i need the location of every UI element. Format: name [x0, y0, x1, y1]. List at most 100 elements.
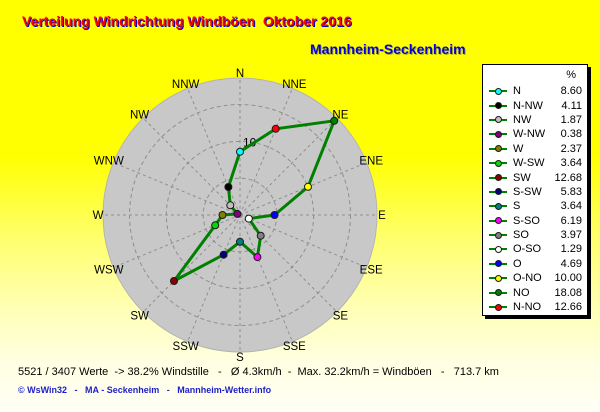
legend-label: SW [513, 171, 531, 184]
legend-label: S-SO [513, 214, 540, 227]
axis-label-N: N [236, 68, 244, 80]
legend-dot-icon [494, 231, 502, 239]
legend-dot-icon [494, 274, 502, 282]
legend-dot-icon [494, 174, 502, 182]
legend-item: W-SW 3.64 [483, 156, 587, 170]
legend-rows: N 8.60 N-NW 4.11 NW 1.87 W-NW 0.38 W 2.37 W-SW 3.64… [483, 84, 587, 314]
spoke-SW [142, 214, 241, 313]
legend-value: 4.69 [560, 257, 582, 270]
legend-marker-icon [489, 87, 507, 96]
data-point-ENE [304, 182, 312, 191]
data-point-NNE [271, 124, 280, 133]
legend-label: W-SW [513, 157, 545, 170]
legend-dot-icon [494, 202, 502, 210]
legend-marker-icon [489, 159, 507, 168]
legend-item: S-SW 5.83 [483, 185, 587, 199]
legend-marker-icon [489, 274, 507, 283]
legend-marker-icon [489, 216, 507, 225]
axis-label-ESE: ESE [360, 264, 383, 276]
legend-item: W-NW 0.38 [483, 127, 587, 141]
station-name: Mannheim-Seckenheim [310, 41, 466, 57]
legend-marker-icon [489, 288, 507, 297]
axis-label-E: E [378, 210, 386, 222]
legend-label: NO [513, 286, 530, 299]
legend-dot-icon [494, 102, 502, 110]
data-point-SW [170, 277, 178, 285]
spoke-ESE [239, 214, 367, 268]
legend-marker-icon [489, 115, 507, 124]
legend-dot-icon [494, 188, 502, 196]
axis-label-NNE: NNE [282, 79, 307, 91]
legend-label: N-NO [513, 301, 542, 314]
legend-dot-icon [494, 217, 502, 225]
legend-dot-icon [494, 87, 502, 95]
legend-dot-icon [494, 289, 502, 297]
legend-label: W [513, 142, 524, 155]
spoke-NW [142, 117, 241, 216]
legend-label: O-NO [513, 272, 542, 285]
legend-value: 3.64 [560, 157, 582, 170]
data-point-ESE [244, 214, 253, 223]
legend-dot-icon [494, 159, 502, 167]
legend-dot-icon [494, 130, 502, 138]
legend-item: S 3.64 [483, 199, 587, 213]
axis-label-SW: SW [130, 310, 149, 322]
legend-label: S-SW [513, 185, 542, 198]
axis-label-SSE: SSE [283, 341, 306, 353]
axis-label-SSW: SSW [173, 341, 199, 353]
axis-label-NW: NW [130, 110, 149, 122]
legend-dot-icon [494, 260, 502, 268]
legend-dot-icon [494, 303, 502, 311]
data-point-WNW [233, 209, 242, 218]
legend-value: 4.11 [561, 99, 582, 112]
legend-marker-icon [489, 130, 507, 139]
legend-label: NW [513, 113, 532, 126]
data-point-WSW [211, 221, 220, 230]
legend-value: 5.83 [560, 185, 582, 198]
spoke-SE [239, 214, 338, 313]
spoke-WSW [113, 214, 241, 268]
legend-value: 12.66 [554, 301, 582, 314]
legend-dot-icon [494, 116, 502, 124]
legend-value: 2.37 [560, 142, 582, 155]
legend-label: SO [513, 229, 529, 242]
legend-label: S [513, 200, 521, 213]
data-point-NE [330, 116, 339, 125]
axis-label-ENE: ENE [359, 156, 383, 168]
legend-item: NW 1.87 [483, 113, 587, 127]
legend-item: N 8.60 [483, 84, 587, 98]
data-point-NNW [224, 183, 233, 191]
spoke-NNE [239, 88, 293, 216]
axis-label-S: S [236, 352, 244, 364]
legend-label: N-NW [513, 99, 543, 112]
legend-label: N [513, 85, 521, 98]
legend-marker-icon [489, 202, 507, 211]
legend-label: O-SO [513, 243, 542, 256]
data-point-N [236, 147, 244, 156]
data-point-E [270, 211, 279, 219]
legend-marker-icon [489, 187, 507, 196]
legend-marker-icon [489, 303, 507, 312]
legend-item: SW 12.68 [483, 170, 587, 184]
legend-dot-icon [494, 145, 502, 153]
legend-marker-icon [489, 173, 507, 182]
legend-item: S-SO 6.19 [483, 214, 587, 228]
legend-label: O [513, 257, 522, 270]
spoke-WNW [113, 162, 241, 216]
legend-value: 6.19 [560, 214, 582, 227]
legend-item: O-SO 1.29 [483, 242, 587, 256]
axis-label-SE: SE [333, 310, 349, 322]
data-point-SE [256, 231, 265, 240]
axis-label-W: W [93, 210, 104, 222]
spoke-NE [239, 117, 338, 216]
data-point-SSE [253, 253, 262, 262]
spoke-NNW [187, 88, 241, 216]
legend-value: 3.64 [560, 200, 582, 213]
legend-item: O 4.69 [483, 257, 587, 271]
footer-credit: © WsWin32 - MA - Seckenheim - Mannheim-W… [18, 385, 272, 395]
legend-value: 10.00 [554, 272, 582, 285]
axis-label-NNW: NNW [172, 79, 200, 91]
legend-item: NO 18.08 [483, 285, 587, 299]
legend-item: N-NW 4.11 [483, 98, 587, 112]
